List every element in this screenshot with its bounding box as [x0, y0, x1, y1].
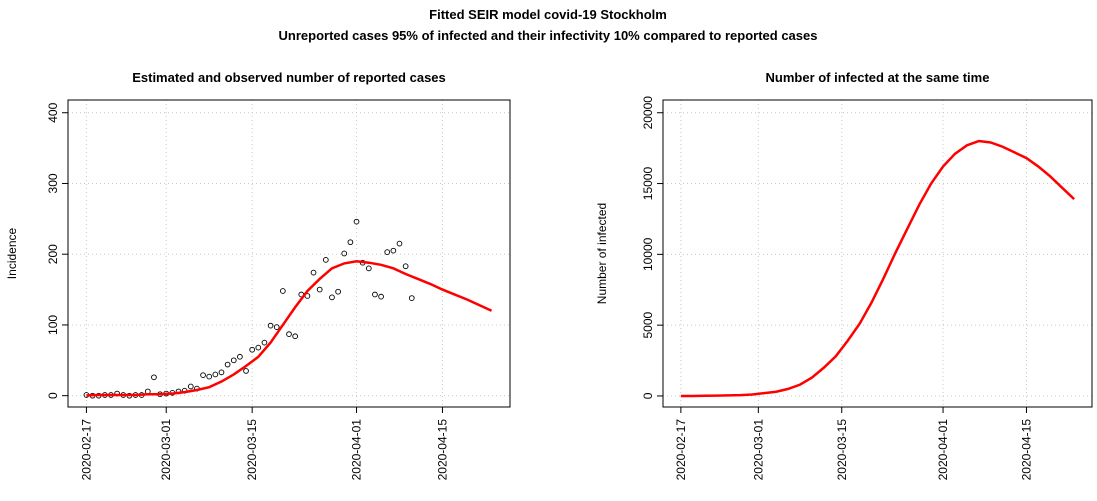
y-tick-label: 0 [46, 392, 60, 399]
data-point [408, 295, 415, 301]
y-tick-label: 100 [46, 315, 60, 335]
data-point [372, 291, 378, 298]
y-axis-label: Number of infected [595, 203, 609, 304]
data-point [329, 294, 335, 301]
x-tick-label: 2020-04-01 [936, 419, 950, 481]
data-point [378, 293, 384, 300]
data-point [218, 369, 225, 376]
data-point [267, 322, 274, 329]
data-point [402, 263, 409, 270]
data-point [200, 372, 206, 379]
x-tick-label: 2020-04-15 [1019, 419, 1033, 481]
plot-box [662, 99, 1093, 408]
data-point [384, 249, 391, 255]
y-tick-label: 200 [46, 244, 60, 264]
x-tick-label: 2020-03-15 [245, 419, 259, 481]
x-tick-label: 2020-02-17 [674, 419, 688, 481]
y-tick-label: 10000 [641, 237, 655, 271]
data-point [230, 357, 237, 364]
data-point [187, 383, 194, 390]
panel-title: Number of infected at the same time [766, 70, 990, 85]
x-tick-label: 2020-02-17 [79, 419, 93, 481]
x-tick-label: 2020-04-15 [435, 419, 449, 481]
plot-box [67, 99, 511, 408]
data-point [396, 240, 403, 247]
y-axis-label: Incidence [5, 227, 19, 279]
data-point [237, 353, 243, 360]
y-tick-label: 0 [641, 392, 655, 399]
y-tick-label: 20000 [641, 96, 655, 130]
data-point [292, 333, 298, 340]
data-point [212, 371, 219, 378]
data-point [249, 346, 256, 353]
fitted-line [680, 139, 1075, 398]
data-point [390, 247, 397, 254]
data-point [273, 324, 280, 330]
data-point [286, 331, 292, 337]
data-point [280, 288, 286, 294]
data-point [206, 373, 213, 380]
data-point [255, 344, 262, 351]
x-tick-label: 2020-03-15 [835, 419, 849, 481]
y-tick-label: 15000 [641, 167, 655, 201]
panel-title: Estimated and observed number of reporte… [132, 70, 446, 85]
data-point [310, 269, 317, 276]
figure-subtitle: Unreported cases 95% of infected and the… [279, 28, 818, 43]
data-point [322, 257, 329, 263]
x-tick-label: 2020-04-01 [350, 419, 364, 481]
y-tick-label: 400 [46, 102, 60, 122]
data-point [261, 339, 268, 346]
data-point [335, 288, 341, 295]
data-point [353, 218, 360, 225]
x-tick-label: 2020-03-01 [159, 419, 173, 481]
data-point [365, 265, 372, 272]
data-point [243, 368, 249, 374]
data-point [316, 286, 323, 293]
x-tick-label: 2020-03-01 [751, 419, 765, 481]
fitted-line [86, 260, 493, 397]
y-tick-label: 5000 [641, 311, 655, 338]
figure-title: Fitted SEIR model covid-19 Stockholm [429, 7, 667, 22]
data-point [224, 361, 231, 368]
data-point [347, 239, 354, 246]
y-tick-label: 300 [46, 173, 60, 193]
data-point [341, 250, 348, 257]
data-point [151, 374, 157, 381]
